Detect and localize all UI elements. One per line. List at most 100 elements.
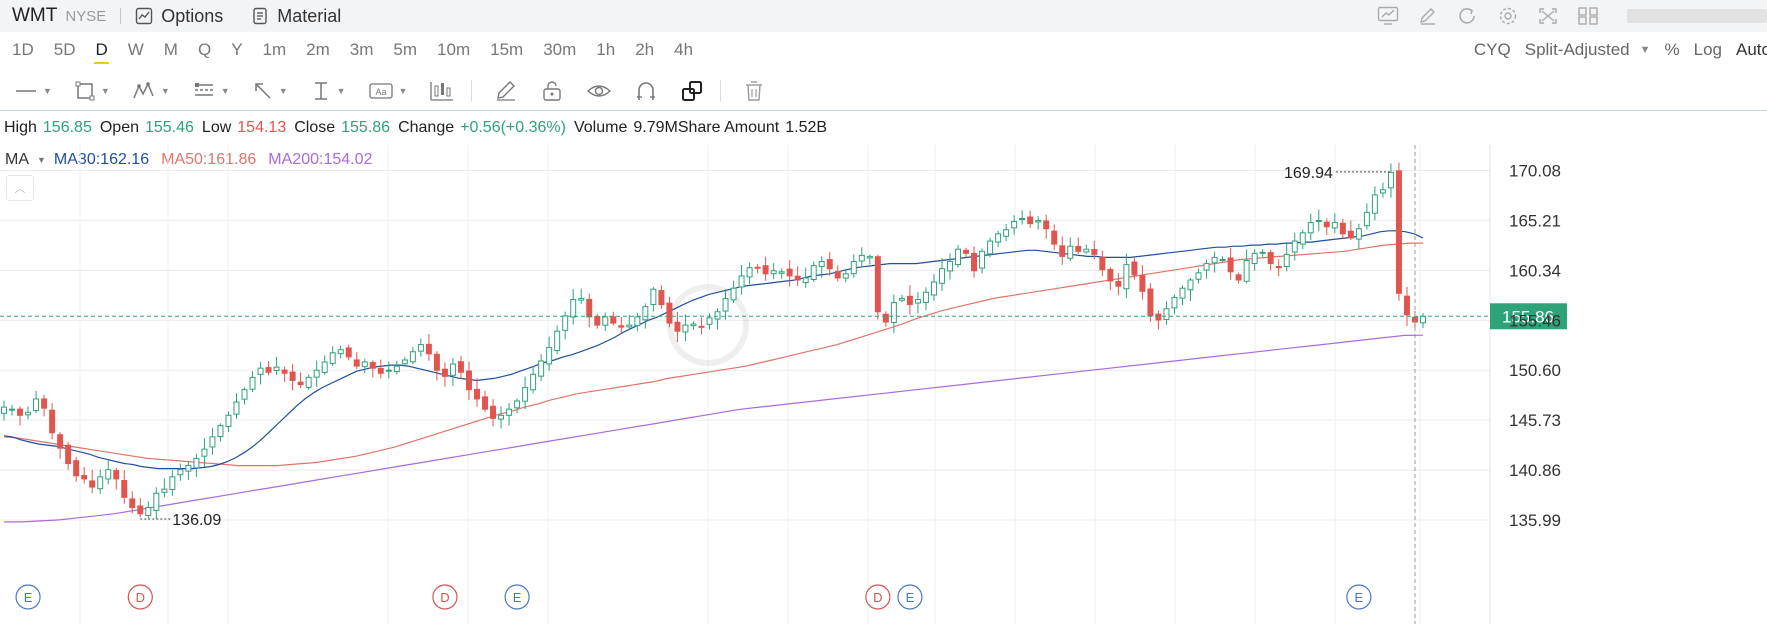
arrow-tool-button[interactable]: ▼ bbox=[252, 80, 288, 102]
candle-up[interactable] bbox=[770, 270, 777, 275]
candle-up[interactable] bbox=[449, 363, 456, 376]
candle-down[interactable] bbox=[1347, 230, 1354, 239]
pattern-tool-button[interactable]: ▼ bbox=[132, 80, 170, 102]
period-tab-5d[interactable]: 5D bbox=[53, 40, 76, 59]
monitor-chart-icon[interactable] bbox=[1377, 6, 1399, 26]
candle-up[interactable] bbox=[690, 323, 697, 327]
period-tab-15m[interactable]: 15m bbox=[490, 40, 524, 59]
candle-up[interactable] bbox=[401, 359, 408, 365]
dividend-marker[interactable] bbox=[865, 584, 891, 610]
candle-down[interactable] bbox=[610, 316, 617, 324]
candle-down[interactable] bbox=[1227, 257, 1234, 273]
candle-down[interactable] bbox=[129, 498, 136, 509]
candle-down[interactable] bbox=[1267, 251, 1274, 265]
candle-up[interactable] bbox=[1171, 296, 1178, 309]
candle-down[interactable] bbox=[1147, 288, 1154, 317]
earnings-marker[interactable] bbox=[15, 584, 41, 610]
candle-up[interactable] bbox=[522, 387, 529, 402]
candle-up[interactable] bbox=[329, 352, 336, 364]
candle-down[interactable] bbox=[1275, 265, 1282, 269]
candle-down[interactable] bbox=[963, 249, 970, 254]
candle-down[interactable] bbox=[1051, 230, 1058, 245]
text-tool-button[interactable]: Aa ▼ bbox=[368, 80, 407, 102]
candle-up[interactable] bbox=[922, 291, 929, 303]
candle-up[interactable] bbox=[530, 373, 537, 391]
candle-down[interactable] bbox=[1043, 220, 1050, 230]
candle-up[interactable] bbox=[1011, 221, 1018, 229]
candle-up[interactable] bbox=[33, 398, 40, 412]
candle-down[interactable] bbox=[1059, 245, 1066, 257]
magnet-button[interactable] bbox=[634, 80, 658, 102]
candle-up[interactable] bbox=[1259, 251, 1266, 254]
period-tab-m[interactable]: M bbox=[163, 40, 178, 59]
candle-down[interactable] bbox=[425, 343, 432, 355]
candle-down[interactable] bbox=[137, 505, 144, 515]
price-chart[interactable]: 155.86 170.08 165.21 160.34 155.46 150.60 145.… bbox=[0, 145, 1767, 624]
candle-down[interactable] bbox=[882, 313, 889, 323]
candle-down[interactable] bbox=[17, 408, 24, 416]
period-tab-5m[interactable]: 5m bbox=[393, 40, 418, 59]
candle-up[interactable] bbox=[938, 268, 945, 284]
period-tab-4h[interactable]: 4h bbox=[674, 40, 694, 59]
candle-up[interactable] bbox=[858, 254, 865, 262]
candle-down[interactable] bbox=[113, 470, 120, 480]
candle-down[interactable] bbox=[482, 396, 489, 410]
material-menu[interactable]: Material bbox=[251, 6, 341, 27]
candle-down[interactable] bbox=[1107, 268, 1114, 282]
candle-down[interactable] bbox=[666, 302, 673, 324]
candle-down[interactable] bbox=[834, 270, 841, 279]
candle-down[interactable] bbox=[345, 347, 352, 358]
dividend-marker[interactable] bbox=[127, 584, 153, 610]
candle-up[interactable] bbox=[730, 287, 737, 301]
candle-down[interactable] bbox=[1323, 221, 1330, 228]
candle-up[interactable] bbox=[1307, 222, 1314, 234]
candle-up[interactable] bbox=[570, 298, 577, 318]
candle-up[interactable] bbox=[746, 267, 753, 278]
candle-down[interactable] bbox=[786, 268, 793, 277]
candle-up[interactable] bbox=[955, 248, 962, 266]
dividend-marker[interactable] bbox=[432, 584, 458, 610]
candle-down[interactable] bbox=[49, 409, 56, 434]
candle-up[interactable] bbox=[361, 361, 368, 368]
candle-up[interactable] bbox=[1083, 248, 1090, 253]
candle-up[interactable] bbox=[105, 469, 112, 480]
candle-up[interactable] bbox=[233, 401, 240, 415]
candle-up[interactable] bbox=[914, 298, 921, 304]
candle-up[interactable] bbox=[1019, 217, 1026, 220]
candle-up[interactable] bbox=[1179, 287, 1186, 299]
candle-down[interactable] bbox=[1395, 170, 1402, 294]
period-tab-1h[interactable]: 1h bbox=[596, 40, 616, 59]
earnings-marker[interactable] bbox=[504, 584, 530, 610]
candle-up[interactable] bbox=[1067, 245, 1074, 259]
candle-up[interactable] bbox=[995, 233, 1002, 243]
candle-up[interactable] bbox=[409, 351, 416, 363]
candle-down[interactable] bbox=[41, 398, 48, 409]
candle-up[interactable] bbox=[602, 316, 609, 326]
candle-down[interactable] bbox=[281, 369, 288, 374]
candle-down[interactable] bbox=[1131, 261, 1138, 276]
delete-button[interactable] bbox=[743, 80, 765, 102]
candle-up[interactable] bbox=[1123, 264, 1130, 290]
candle-down[interactable] bbox=[474, 388, 480, 400]
settings-icon[interactable] bbox=[1497, 6, 1519, 26]
period-tab-3m[interactable]: 3m bbox=[349, 40, 374, 59]
candle-down[interactable] bbox=[971, 252, 978, 272]
candle-up[interactable] bbox=[738, 275, 745, 288]
candle-up[interactable] bbox=[249, 376, 256, 390]
candle-down[interactable] bbox=[433, 353, 440, 371]
candle-up[interactable] bbox=[225, 414, 232, 427]
candle-up[interactable] bbox=[498, 414, 505, 420]
candle-down[interactable] bbox=[73, 460, 80, 477]
rectangle-tool-button[interactable]: ▼ bbox=[74, 80, 110, 102]
pencil-button[interactable] bbox=[494, 80, 518, 102]
candle-down[interactable] bbox=[1235, 274, 1242, 281]
candle-down[interactable] bbox=[490, 405, 497, 419]
candle-down[interactable] bbox=[121, 479, 128, 498]
candle-down[interactable] bbox=[1027, 216, 1034, 225]
period-tab-2m[interactable]: 2m bbox=[306, 40, 330, 59]
candle-down[interactable] bbox=[1403, 295, 1410, 316]
candle-down[interactable] bbox=[826, 259, 833, 270]
candle-up[interactable] bbox=[1035, 220, 1042, 223]
candle-up[interactable] bbox=[850, 261, 857, 275]
candle-up[interactable] bbox=[1315, 220, 1322, 223]
